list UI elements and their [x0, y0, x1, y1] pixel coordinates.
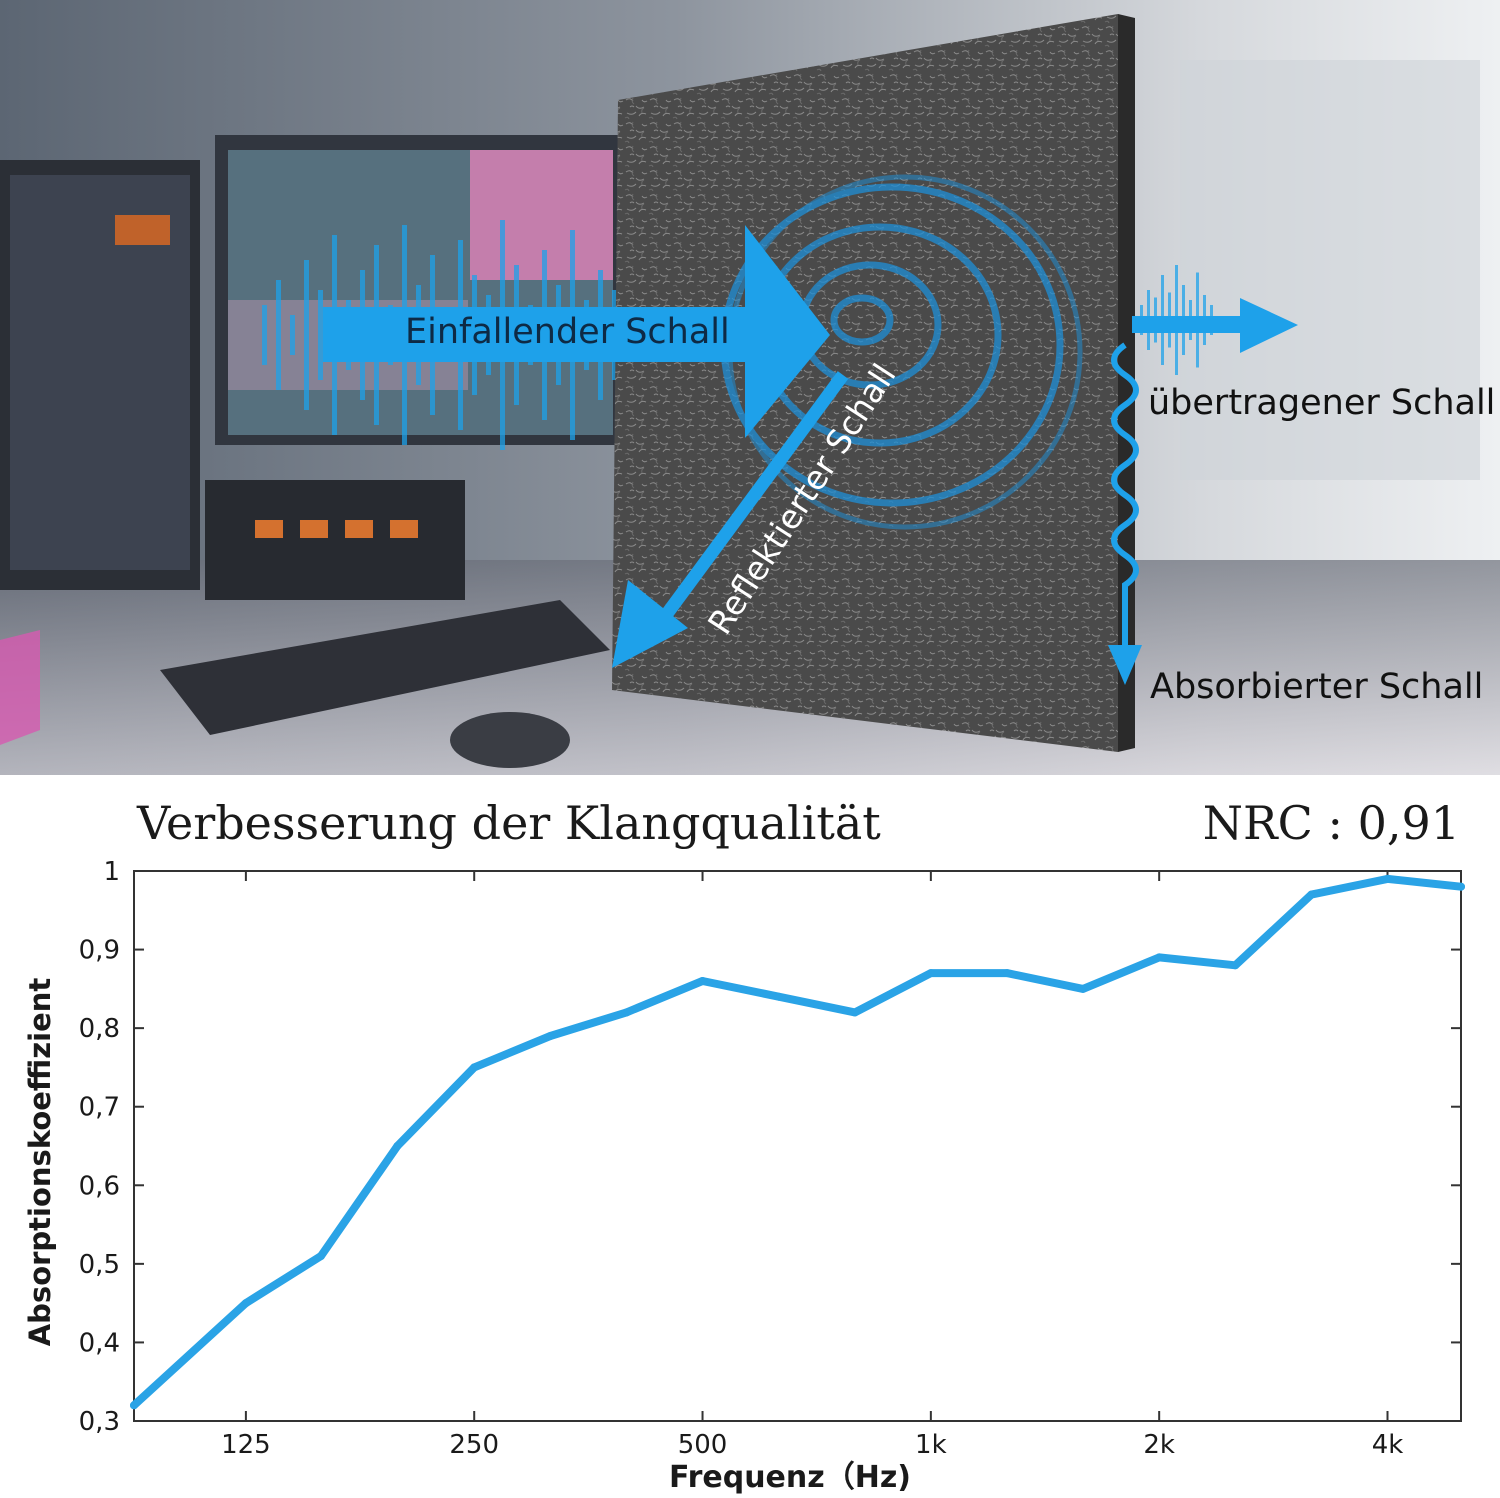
x-axis-label: Frequenz（Hz) — [669, 1460, 911, 1495]
reflected-arrow — [612, 371, 849, 668]
data-point — [1078, 984, 1087, 993]
absorbed-sound-label: Absorbierter Schall — [1150, 667, 1484, 707]
absorption-series-line — [130, 874, 1465, 1410]
data-point — [546, 1032, 555, 1040]
x-tick-label: 125 — [221, 1430, 271, 1460]
y-tick-label: 0,7 — [79, 1093, 120, 1123]
chart-title: Verbesserung der Klangqualität — [137, 796, 881, 850]
x-tick-label: 250 — [449, 1430, 499, 1460]
y-tick-label: 0,6 — [79, 1171, 120, 1201]
absorption-series-points — [130, 874, 1465, 1410]
data-point — [316, 1252, 325, 1260]
data-point — [850, 1008, 859, 1017]
x-tick-labels: 125 250 500 1k 2k 4k — [221, 1430, 1403, 1460]
y-tick-labels: 0,3 0,4 0,5 0,6 0,7 0,8 0,9 1 — [79, 857, 120, 1437]
y-tick-label: 0,5 — [79, 1250, 120, 1280]
waveform-bar — [290, 315, 295, 355]
data-point — [926, 969, 935, 978]
plot-frame — [133, 870, 1462, 1422]
x-tick-label: 1k — [915, 1430, 947, 1460]
y-axis-label: Absorptionskoeffizient — [23, 978, 57, 1347]
acoustic-diagram-graphic — [0, 0, 1500, 775]
x-tick-label: 2k — [1143, 1430, 1175, 1460]
data-point — [1457, 882, 1465, 891]
waveform-bar — [318, 290, 323, 380]
nrc-value: NRC : 0,91 — [1202, 796, 1460, 850]
y-tick-label: 0,9 — [79, 936, 120, 966]
felt-panel-edge — [1118, 14, 1135, 752]
transmitted-arrow — [1132, 298, 1298, 353]
data-point — [622, 1008, 631, 1017]
x-tick-label: 500 — [678, 1430, 728, 1460]
waveform-bar — [276, 280, 281, 390]
data-point — [241, 1299, 250, 1308]
data-point — [393, 1142, 402, 1150]
x-tick-label: 4k — [1372, 1430, 1404, 1460]
y-tick-label: 0,4 — [79, 1328, 120, 1358]
y-tick-label: 0,3 — [79, 1407, 120, 1437]
incident-arrow — [323, 225, 830, 438]
data-point — [698, 977, 707, 985]
data-point — [1231, 961, 1240, 970]
data-point — [1383, 874, 1392, 883]
y-tick-label: 0,8 — [79, 1014, 120, 1044]
incident-sound-label: Einfallender Schall — [405, 312, 730, 352]
data-point — [130, 1401, 138, 1410]
absorption-chart: 0,3 0,4 0,5 0,6 0,7 0,8 0,9 1 125 250 500 1k 2k 4k F… — [23, 857, 1465, 1495]
mouse — [450, 712, 570, 768]
y-tick-label: 1 — [103, 857, 120, 887]
transmitted-sound-label: übertragener Schall — [1148, 383, 1496, 423]
controller — [205, 480, 465, 600]
keyboard — [160, 600, 610, 735]
waveform-bar — [304, 260, 309, 410]
data-point — [1307, 890, 1316, 899]
acoustic-diagram: Einfallender Schall Reflektierter Schall… — [0, 0, 1500, 775]
data-point — [1155, 953, 1164, 962]
axis-ticks — [134, 870, 1461, 1422]
data-point — [1002, 969, 1011, 978]
waveform-bar — [262, 305, 267, 365]
data-point — [774, 992, 783, 1001]
absorbed-squiggle — [1108, 342, 1142, 685]
data-point — [470, 1063, 479, 1072]
